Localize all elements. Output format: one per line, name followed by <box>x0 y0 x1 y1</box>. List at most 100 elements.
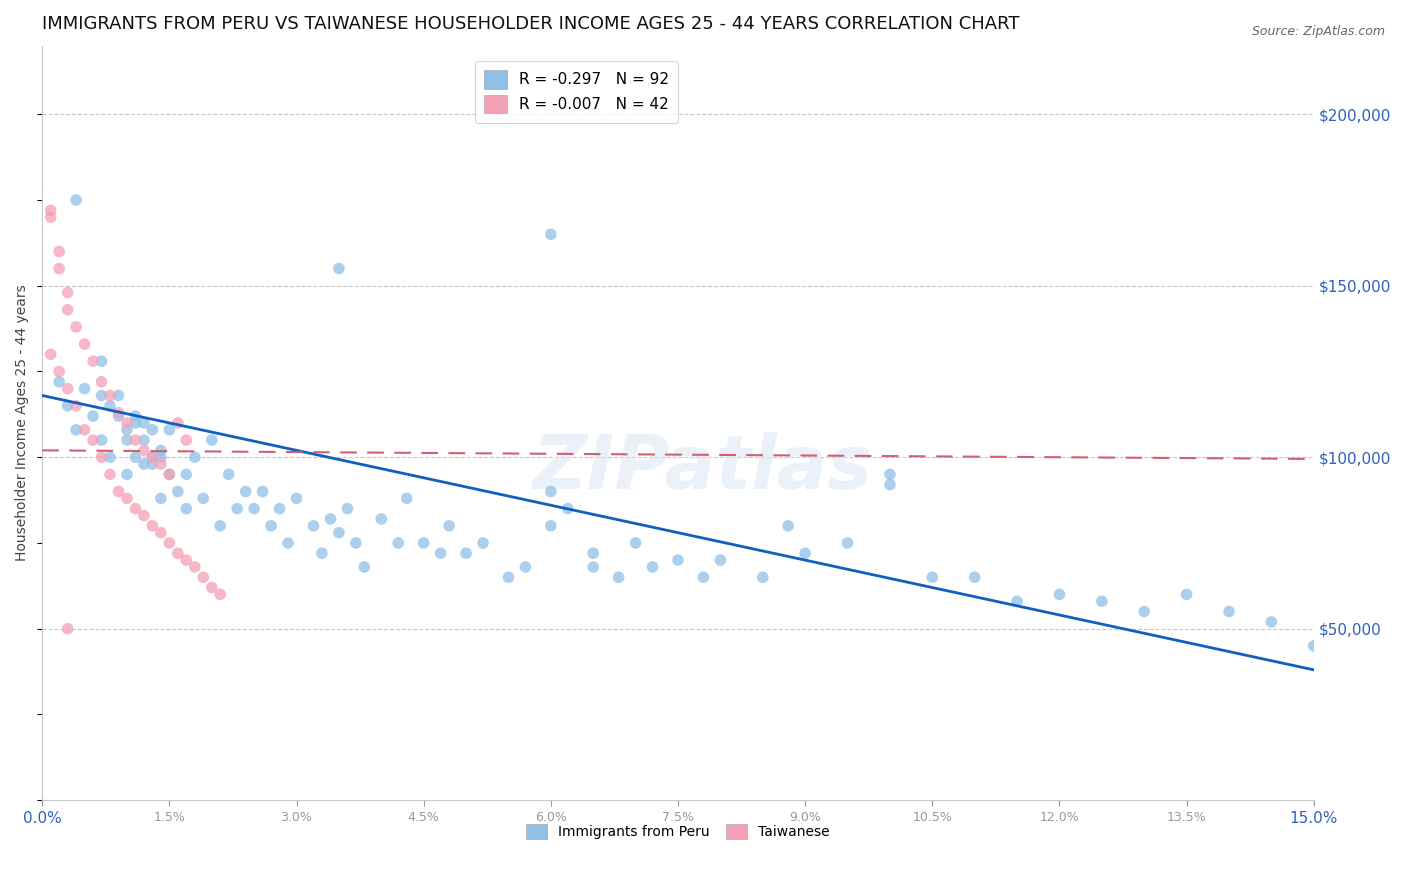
Point <box>115 467 138 482</box>
Point <box>115 423 138 437</box>
Point <box>641 560 664 574</box>
Point <box>124 501 146 516</box>
Y-axis label: Householder Income Ages 25 - 44 years: Householder Income Ages 25 - 44 years <box>15 285 30 561</box>
Point <box>48 364 70 378</box>
Text: ZIPatlas: ZIPatlas <box>533 432 873 505</box>
Point <box>302 518 325 533</box>
Point <box>778 518 800 533</box>
Point <box>921 570 943 584</box>
Point <box>65 319 87 334</box>
Point <box>557 501 579 516</box>
Point <box>412 536 434 550</box>
Point <box>166 484 188 499</box>
Point <box>1175 587 1198 601</box>
Point <box>98 450 121 465</box>
Point <box>157 467 180 482</box>
Point <box>157 423 180 437</box>
Point <box>751 570 773 584</box>
Point <box>218 467 240 482</box>
Point <box>124 409 146 423</box>
Point <box>65 423 87 437</box>
Point <box>429 546 451 560</box>
Point <box>963 570 986 584</box>
Point <box>56 302 79 317</box>
Point <box>472 536 495 550</box>
Point <box>73 423 96 437</box>
Point <box>437 518 460 533</box>
Point <box>1091 594 1114 608</box>
Point <box>56 399 79 413</box>
Point <box>157 536 180 550</box>
Point <box>1133 605 1156 619</box>
Point <box>498 570 520 584</box>
Point <box>193 570 215 584</box>
Point <box>336 501 359 516</box>
Point <box>141 450 163 465</box>
Point <box>1049 587 1071 601</box>
Point <box>226 501 249 516</box>
Point <box>157 467 180 482</box>
Point <box>209 587 232 601</box>
Point <box>48 261 70 276</box>
Point <box>269 501 291 516</box>
Point <box>124 433 146 447</box>
Point <box>141 457 163 471</box>
Point <box>328 525 350 540</box>
Point <box>39 210 62 224</box>
Point <box>132 457 155 471</box>
Legend: Immigrants from Peru, Taiwanese: Immigrants from Peru, Taiwanese <box>519 817 837 846</box>
Point <box>353 560 375 574</box>
Point <box>328 261 350 276</box>
Point <box>115 416 138 430</box>
Point <box>73 337 96 351</box>
Point <box>344 536 367 550</box>
Point <box>90 375 112 389</box>
Point <box>201 433 224 447</box>
Point <box>132 433 155 447</box>
Point <box>141 450 163 465</box>
Point <box>141 518 163 533</box>
Point <box>115 433 138 447</box>
Point <box>132 508 155 523</box>
Point <box>837 536 859 550</box>
Point <box>90 433 112 447</box>
Point <box>166 416 188 430</box>
Point <box>39 347 62 361</box>
Text: IMMIGRANTS FROM PERU VS TAIWANESE HOUSEHOLDER INCOME AGES 25 - 44 YEARS CORRELAT: IMMIGRANTS FROM PERU VS TAIWANESE HOUSEH… <box>42 15 1019 33</box>
Point <box>39 203 62 218</box>
Point <box>311 546 333 560</box>
Point <box>515 560 537 574</box>
Point <box>56 622 79 636</box>
Point <box>624 536 647 550</box>
Point <box>666 553 689 567</box>
Point <box>209 518 232 533</box>
Point <box>56 382 79 396</box>
Point <box>540 518 562 533</box>
Point <box>176 553 198 567</box>
Point <box>1302 639 1324 653</box>
Point <box>879 467 901 482</box>
Point <box>90 354 112 368</box>
Point <box>277 536 299 550</box>
Point <box>141 423 163 437</box>
Point <box>107 388 129 402</box>
Point <box>454 546 477 560</box>
Point <box>193 491 215 506</box>
Point <box>82 354 104 368</box>
Point <box>65 399 87 413</box>
Point <box>395 491 418 506</box>
Point <box>252 484 274 499</box>
Point <box>176 433 198 447</box>
Point <box>132 416 155 430</box>
Point <box>176 501 198 516</box>
Point <box>107 406 129 420</box>
Point <box>132 443 155 458</box>
Point <box>184 560 207 574</box>
Point <box>149 450 172 465</box>
Point <box>124 450 146 465</box>
Point <box>692 570 714 584</box>
Point <box>115 491 138 506</box>
Text: Source: ZipAtlas.com: Source: ZipAtlas.com <box>1251 25 1385 38</box>
Point <box>98 388 121 402</box>
Point <box>540 484 562 499</box>
